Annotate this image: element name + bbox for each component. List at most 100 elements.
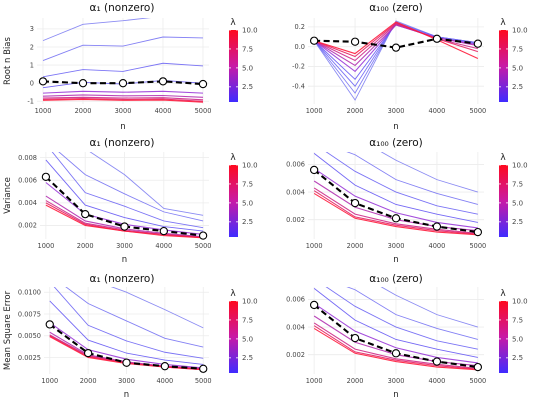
legend-title: λ [230, 18, 236, 28]
y-tick-label: 0.006 [286, 296, 305, 304]
mean-series-point [118, 79, 128, 88]
lambda-series-line-7 [313, 187, 478, 235]
x-tick-label: 3000 [388, 377, 405, 385]
x-tick-label: 2000 [347, 242, 364, 250]
x-tick-label: 3000 [388, 107, 405, 115]
y-tick-label: 0.0050 [18, 332, 41, 340]
mean-series-point [432, 34, 442, 43]
legend-tick-label: 5.0 [512, 64, 523, 72]
lambda-series-line-1 [110, 287, 204, 329]
legend-colorbar [229, 301, 238, 373]
lambda-legend: λ 10.0 7.5 5.0 2.5 [229, 18, 258, 102]
x-tick-label: 5000 [469, 242, 486, 250]
x-tick-label: 5000 [195, 107, 212, 115]
x-tick-label: 2000 [77, 242, 94, 250]
y-tick-label: 0.006 [286, 161, 305, 169]
mean-series-point [120, 222, 129, 231]
legend-tick-label: 7.5 [242, 180, 253, 188]
lambda-series-line-7 [313, 322, 478, 370]
panel-title: α₁ (nonzero) [90, 273, 155, 285]
x-axis-label: n [124, 390, 129, 400]
mean-series-point [350, 37, 360, 46]
legend-colorbar [499, 301, 508, 373]
mean-series-point [309, 300, 319, 310]
x-tick-label: 4000 [155, 242, 172, 250]
x-axis-label: n [393, 122, 398, 132]
legend-tick-label: 7.5 [512, 316, 523, 324]
y-tick-label: 0.008 [18, 154, 37, 162]
lambda-series-line-4 [313, 288, 478, 358]
lambda-series-line-2 [58, 152, 204, 222]
lambda-series-line-5 [42, 90, 204, 94]
y-tick-label: 2 [30, 43, 34, 51]
x-tick-label: 1000 [306, 107, 323, 115]
x-tick-label: 4000 [155, 107, 172, 115]
x-axis-label: n [120, 122, 125, 132]
x-tick-label: 4000 [429, 242, 446, 250]
y-tick-label: 1 [30, 61, 34, 69]
legend-colorbar [499, 165, 508, 237]
lambda-series-line-4 [49, 300, 204, 365]
lambda-series-line-1 [380, 152, 478, 193]
y-tick-label: -1 [27, 98, 34, 106]
lambda-series-line-8 [313, 325, 478, 370]
legend-tick-label: 2.5 [242, 83, 253, 91]
x-tick-label: 1000 [41, 377, 58, 385]
lambda-series-line-3 [325, 152, 478, 215]
chart-panel-1: 1000 2000 3000 4000 5000 -1 0 1 2 3 α₁ (nonzero) n R… [3, 2, 258, 132]
mean-series-point [159, 226, 168, 236]
x-tick-label: 3000 [118, 377, 135, 385]
lambda-series-line-7 [313, 23, 478, 62]
lambda-series-line-4 [45, 159, 204, 232]
y-axis-label: Mean Square Error [3, 290, 13, 370]
legend-tick-label: 7.5 [242, 45, 253, 53]
legend-title: λ [500, 153, 506, 163]
legend-tick-label: 2.5 [512, 218, 523, 226]
mean-series-point [309, 165, 319, 175]
y-tick-label: 3 [30, 25, 34, 33]
x-axis-label: n [393, 255, 398, 265]
y-tick-label: -0.4 [292, 83, 305, 91]
lambda-legend: λ 10.0 7.5 5.0 2.5 [499, 289, 528, 373]
x-tick-label: 2000 [80, 377, 97, 385]
x-tick-label: 5000 [195, 242, 212, 250]
lambda-series-line-1 [42, 18, 152, 42]
legend-tick-label: 7.5 [512, 45, 523, 53]
lambda-series-line-4 [313, 153, 478, 223]
x-tick-label: 1000 [38, 242, 55, 250]
chart-panel-6: 1000 2000 3000 4000 5000 0.002 0.004 0.006 α₁₀₀ … [286, 273, 528, 400]
legend-tick-label: 5.0 [242, 199, 253, 207]
lambda-series-line-6 [42, 94, 204, 98]
lambda-series-line-3 [325, 287, 478, 350]
panel-title: α₁₀₀ (zero) [369, 273, 423, 285]
legend-tick-label: 10.0 [242, 26, 258, 34]
lambda-series-line-5 [313, 303, 478, 364]
legend-colorbar [229, 165, 238, 237]
x-tick-label: 1000 [306, 242, 323, 250]
x-tick-label: 3000 [116, 242, 133, 250]
panel-title: α₁ (nonzero) [90, 137, 155, 149]
legend-title: λ [500, 289, 506, 299]
lambda-series-line-2 [346, 152, 478, 205]
panel-title: α₁₀₀ (zero) [369, 137, 423, 149]
mean-series-line [314, 37, 478, 49]
legend-title: λ [500, 18, 506, 28]
lambda-series-line-2 [65, 287, 204, 348]
y-tick-label: 0 [30, 79, 34, 87]
panel-title: α₁₀₀ (zero) [369, 2, 423, 14]
lambda-series-line-8 [313, 190, 478, 235]
series-group [313, 287, 478, 371]
mean-series-point [45, 320, 54, 329]
y-axis-label: Root n Bias [3, 36, 13, 84]
x-axis-label: n [393, 390, 398, 400]
mean-series-point [78, 79, 88, 88]
y-tick-label: 0.006 [18, 177, 37, 185]
x-tick-label: 2000 [347, 377, 364, 385]
chart-panel-5: 1000 2000 3000 4000 5000 0.0025 0.0050 0.0075 0.… [3, 273, 258, 400]
lambda-legend: λ 10.0 7.5 5.0 2.5 [499, 153, 528, 237]
mean-series-point [83, 348, 93, 358]
mean-series-point [473, 362, 483, 372]
y-tick-label: 0.004 [18, 199, 37, 207]
y-tick-label: 0.2 [295, 23, 306, 31]
